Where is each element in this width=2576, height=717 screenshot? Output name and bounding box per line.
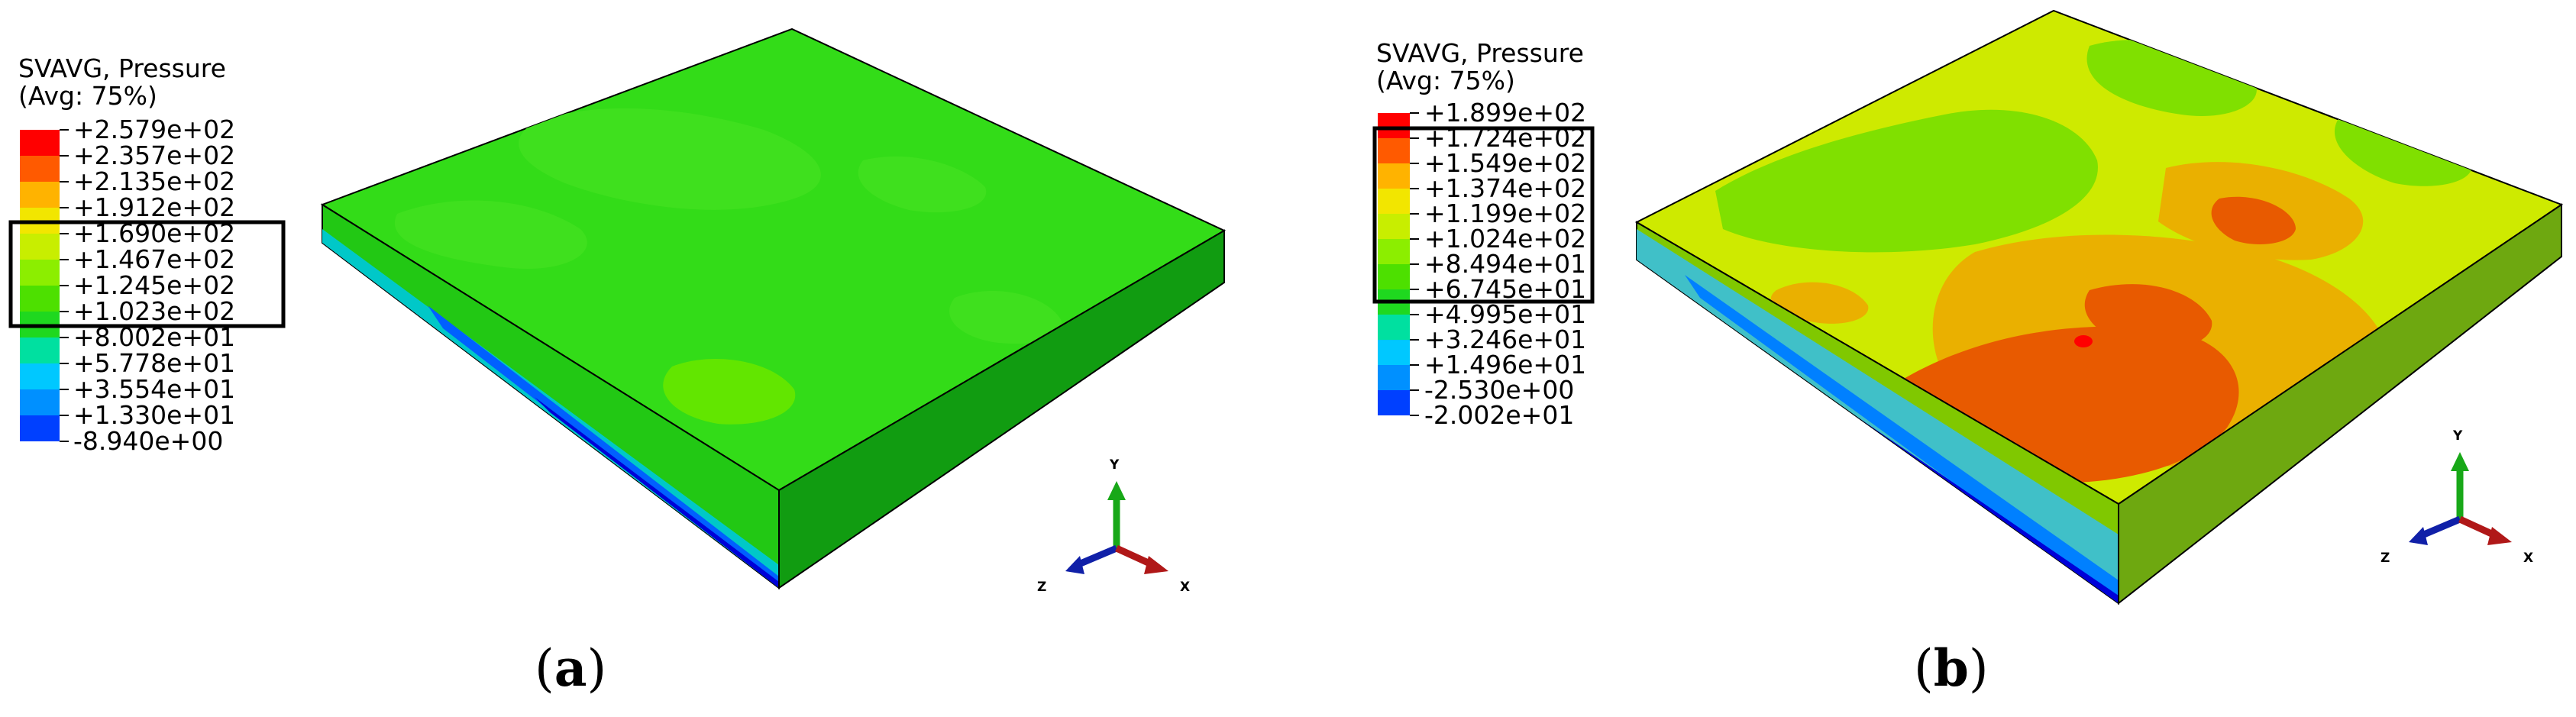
legend-value-label: +2.357e+02 <box>73 140 236 170</box>
panel-b: Y Z X SVAVG, Pressure (Avg: 75%) +1.899e… <box>1288 0 2576 717</box>
legend-value-label: +1.690e+02 <box>73 218 236 248</box>
panel-a: Y Z X SVAVG, Pressure (Avg: 75%) +2.579e… <box>8 27 1227 698</box>
legend-value-label: +1.724e+02 <box>1424 123 1587 153</box>
x-axis-label-a: X <box>1180 580 1190 595</box>
legend-value-label: +8.002e+01 <box>73 322 236 352</box>
legend-band <box>20 182 60 208</box>
plate-front-face-a <box>322 203 780 590</box>
legend-color-bar-b <box>1378 112 1419 416</box>
legend-band <box>1378 365 1410 390</box>
plate-top-surface-b <box>1634 9 2564 505</box>
legend-value-label: +1.023e+02 <box>73 296 236 326</box>
legend-band <box>20 338 60 363</box>
legend-band <box>1378 189 1410 214</box>
legend-value-label: +1.374e+02 <box>1424 173 1587 203</box>
legend-value-label: +1.467e+02 <box>73 244 236 274</box>
y-axis-label-b: Y <box>2452 428 2463 444</box>
legend-band <box>20 156 60 182</box>
legend-band <box>1378 163 1410 189</box>
axis-triad-b: Y Z X <box>2380 428 2533 566</box>
legend-band <box>1378 239 1410 264</box>
legend-band <box>20 234 60 260</box>
legend-value-label: +1.245e+02 <box>73 270 236 300</box>
legend-band <box>20 389 60 415</box>
legend-value-label: -2.002e+01 <box>1424 400 1575 430</box>
legend-value-label: +2.135e+02 <box>73 166 236 196</box>
legend-value-label: +1.199e+02 <box>1424 199 1587 228</box>
legend-value-label: +3.554e+01 <box>73 374 236 404</box>
legend-title-a: SVAVG, Pressure <box>18 53 226 83</box>
legend-band <box>1378 264 1410 289</box>
legend-value-label: +8.494e+01 <box>1424 249 1587 279</box>
z-axis-label-b: Z <box>2380 551 2390 566</box>
z-axis-arrow-b <box>2419 515 2461 540</box>
legend-value-label: +1.549e+02 <box>1424 148 1587 178</box>
legend-value-label: +2.579e+02 <box>73 115 236 144</box>
plate-top-surface-a <box>320 27 1227 492</box>
legend-value-label: +4.995e+01 <box>1424 299 1587 329</box>
legend-band <box>1378 138 1410 163</box>
highlight-box-a <box>8 220 286 328</box>
legend-band <box>20 130 60 156</box>
legend-subtitle-b: (Avg: 75%) <box>1376 66 1515 95</box>
highlight-box-b <box>1372 126 1595 304</box>
legend-title-b: SVAVG, Pressure <box>1376 38 1584 68</box>
legend-value-label: +1.496e+01 <box>1424 350 1587 379</box>
legend-color-bar-a <box>20 129 69 442</box>
y-axis-label-a: Y <box>1109 457 1120 473</box>
z-axis-label-a: Z <box>1037 580 1046 595</box>
legend-band <box>1378 113 1410 138</box>
legend-band <box>20 415 60 441</box>
legend-band <box>1378 214 1410 239</box>
contour-plot-b: Y Z X <box>1372 9 2564 606</box>
legend-band <box>1378 315 1410 340</box>
legend-band <box>20 260 60 286</box>
legend-band <box>1378 390 1410 415</box>
contour-plot-a: Y Z X <box>8 27 1227 595</box>
legend-subtitle-a: (Avg: 75%) <box>18 81 157 111</box>
x-axis-label-b: X <box>2523 551 2533 566</box>
legend-band <box>20 286 60 312</box>
legend-band <box>1378 340 1410 365</box>
panel-label-a: (a) <box>535 638 607 698</box>
z-axis-arrow-a <box>1075 544 1118 569</box>
legend-value-label: +6.745e+01 <box>1424 274 1587 304</box>
legend-value-label: -8.940e+00 <box>73 426 224 456</box>
panel-label-b: (b) <box>1914 638 1989 698</box>
legend-value-label: -2.530e+00 <box>1424 375 1575 405</box>
legend-value-label: +1.912e+02 <box>73 192 236 222</box>
legend-value-label: +1.899e+02 <box>1424 98 1587 128</box>
legend-value-label: +5.778e+01 <box>73 348 236 378</box>
legend-value-label: +3.246e+01 <box>1424 325 1587 354</box>
legend-value-label: +1.330e+01 <box>73 400 236 430</box>
legend-band <box>20 363 60 389</box>
axis-triad-a: Y Z X <box>1037 457 1190 595</box>
legend-value-label: +1.024e+02 <box>1424 224 1587 254</box>
